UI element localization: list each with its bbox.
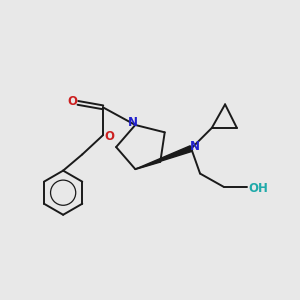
Text: N: N — [190, 140, 200, 153]
Polygon shape — [135, 146, 192, 169]
Text: N: N — [128, 116, 138, 129]
Text: O: O — [68, 95, 78, 108]
Text: O: O — [104, 130, 114, 143]
Text: OH: OH — [249, 182, 268, 195]
